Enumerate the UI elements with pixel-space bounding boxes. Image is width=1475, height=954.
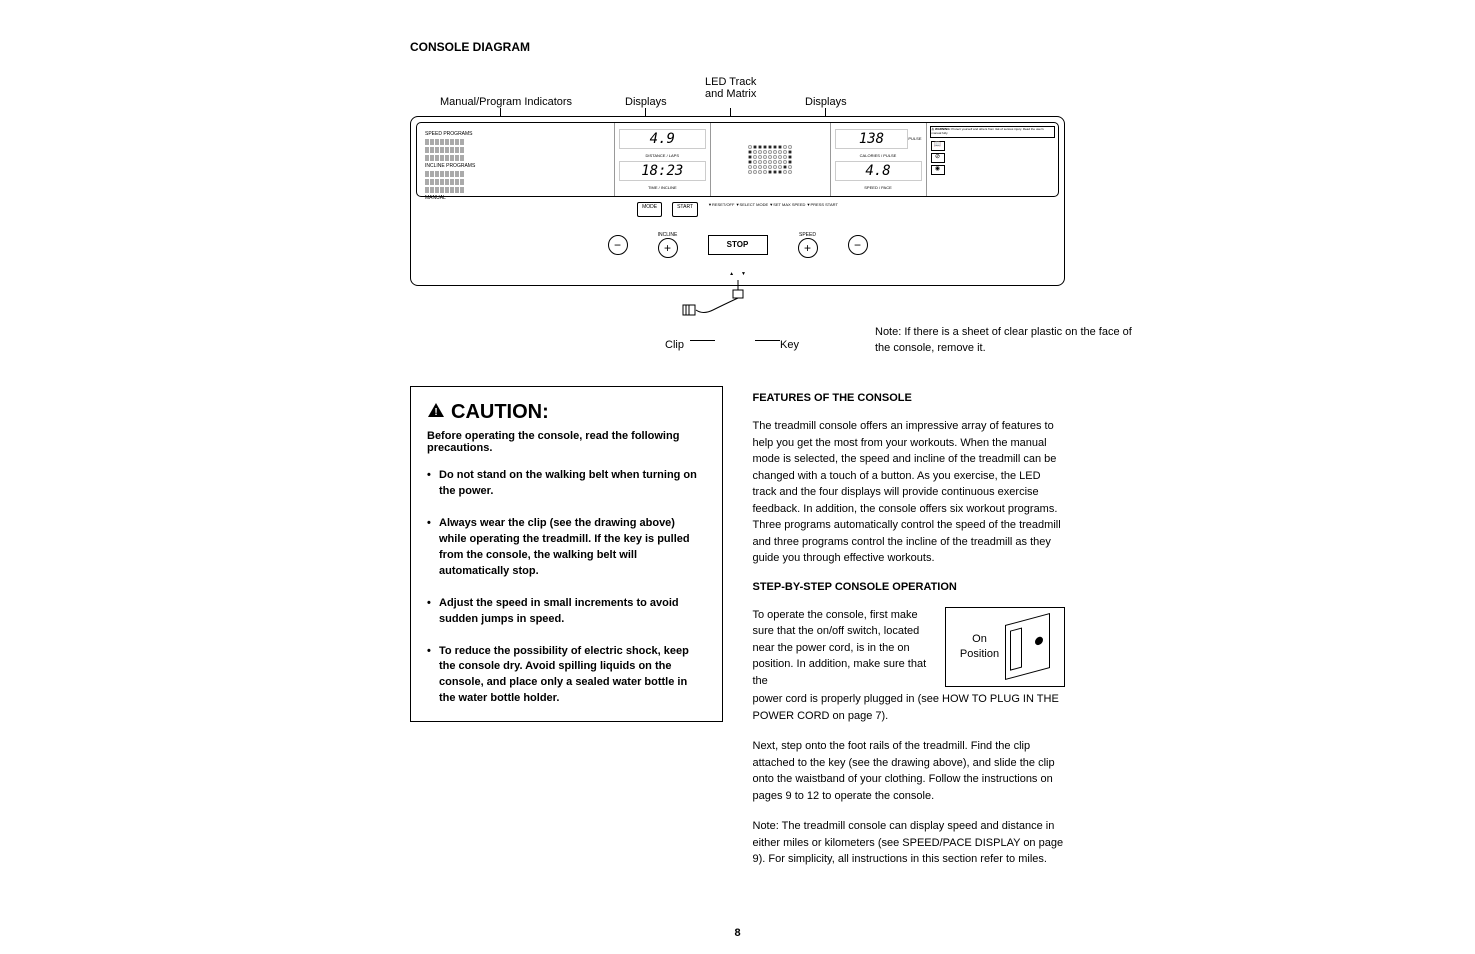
caution-bullet-1: Do not stand on the walking belt when tu… xyxy=(427,468,706,500)
operation-p2: power cord is properly plugged in (see H… xyxy=(753,691,1066,724)
caution-bullet-3: Adjust the speed in small increments to … xyxy=(427,596,706,628)
speed-label: SPEED / PACE xyxy=(835,185,922,190)
caution-bullet-4: To reduce the possibility of electric sh… xyxy=(427,644,706,708)
speed-display: 4.8 xyxy=(835,161,922,181)
caution-intro: Before operating the console, read the f… xyxy=(427,430,706,454)
right-column: FEATURES OF THE CONSOLE The treadmill co… xyxy=(753,386,1066,882)
select-mode-label: SELECT MODE xyxy=(740,202,769,207)
start-button[interactable]: START xyxy=(672,202,698,217)
distance-display: 4.9 xyxy=(619,129,706,149)
switch-icon xyxy=(1005,613,1050,680)
stop-button[interactable]: STOP xyxy=(708,235,768,255)
manual-icon: 📖 xyxy=(931,141,945,151)
console-diagram: Manual/Program Indicators Displays LED T… xyxy=(410,66,1065,346)
warning-panel: ⚠ WARNING: Protect yourself and others f… xyxy=(927,123,1059,196)
operation-heading: STEP-BY-STEP CONSOLE OPERATION xyxy=(753,581,1066,593)
speed-plus-button[interactable]: + xyxy=(798,238,818,258)
on-position-label: On Position xyxy=(960,632,999,661)
press-start-label: PRESS START xyxy=(810,202,837,207)
no-hand-icon: ⊘ xyxy=(931,153,945,163)
speed-minus-button[interactable]: − xyxy=(848,235,868,255)
upper-panel: SPEED PROGRAMS INCLINE PROGRAMS MANUAL 4… xyxy=(416,122,1059,197)
diagram-note: Note: If there is a sheet of clear plast… xyxy=(875,325,1135,356)
speed-control-label: SPEED xyxy=(798,232,818,238)
manual-indicator-label: MANUAL xyxy=(425,195,606,201)
clip-icon: ◉ xyxy=(931,165,945,175)
calories-label: CALORIES / PULSE xyxy=(835,153,922,158)
incline-plus-button[interactable]: + xyxy=(658,238,678,258)
caution-triangle-icon: ! xyxy=(427,402,445,418)
operation-p3: Next, step onto the foot rails of the tr… xyxy=(753,738,1066,804)
speed-programs-label: SPEED PROGRAMS xyxy=(425,131,606,137)
distance-label: DISTANCE / LAPS xyxy=(619,153,706,158)
label-displays-right: Displays xyxy=(805,96,847,108)
caution-bullets: Do not stand on the walking belt when tu… xyxy=(427,468,706,707)
time-display: 18:23 xyxy=(619,161,706,181)
mode-button[interactable]: MODE xyxy=(637,202,662,217)
operation-p4: Note: The treadmill console can display … xyxy=(753,818,1066,868)
caution-box: ! CAUTION: Before operating the console,… xyxy=(410,386,723,722)
set-max-label: SET MAX SPEED xyxy=(773,202,805,207)
lower-controls: − INCLINE + STOP SPEED + − xyxy=(416,227,1059,262)
pulse-display: 138 xyxy=(835,129,909,149)
incline-control-label: INCLINE xyxy=(658,232,678,238)
label-clip: Clip xyxy=(665,339,684,351)
incline-minus-button[interactable]: − xyxy=(608,235,628,255)
section-title: CONSOLE DIAGRAM xyxy=(410,40,1065,54)
features-paragraph: The treadmill console offers an impressi… xyxy=(753,418,1066,567)
svg-text:!: ! xyxy=(434,407,437,418)
key-cord-icon xyxy=(678,280,798,320)
label-led-track: LED Track and Matrix xyxy=(705,76,756,100)
incline-programs-label: INCLINE PROGRAMS xyxy=(425,163,606,169)
label-key: Key xyxy=(780,339,799,351)
switch-paragraph: To operate the console, first make sure … xyxy=(753,607,934,690)
features-heading: FEATURES OF THE CONSOLE xyxy=(753,392,1066,404)
caution-bullet-2: Always wear the clip (see the drawing ab… xyxy=(427,516,706,580)
page-number: 8 xyxy=(734,927,740,939)
label-manual-program: Manual/Program Indicators xyxy=(440,96,572,108)
left-column: ! CAUTION: Before operating the console,… xyxy=(410,386,723,882)
time-label: TIME / INCLINE xyxy=(619,185,706,190)
pulse-unit: PULSE xyxy=(908,136,921,141)
right-displays: 138 PULSE CALORIES / PULSE 4.8 SPEED / P… xyxy=(831,123,927,196)
caution-word: CAUTION: xyxy=(451,401,549,424)
indicator-panel: SPEED PROGRAMS INCLINE PROGRAMS MANUAL xyxy=(417,123,615,196)
reset-label: RESET/OFF xyxy=(712,202,734,207)
button-row: MODE START ▼RESET/OFF ▼SELECT MODE ▼SET … xyxy=(416,202,1059,217)
left-displays: 4.9 DISTANCE / LAPS 18:23 TIME / INCLINE xyxy=(615,123,711,196)
label-displays-left: Displays xyxy=(625,96,667,108)
led-matrix xyxy=(711,123,831,196)
console-outline: SPEED PROGRAMS INCLINE PROGRAMS MANUAL 4… xyxy=(410,116,1065,286)
switch-diagram: On Position xyxy=(945,607,1065,687)
